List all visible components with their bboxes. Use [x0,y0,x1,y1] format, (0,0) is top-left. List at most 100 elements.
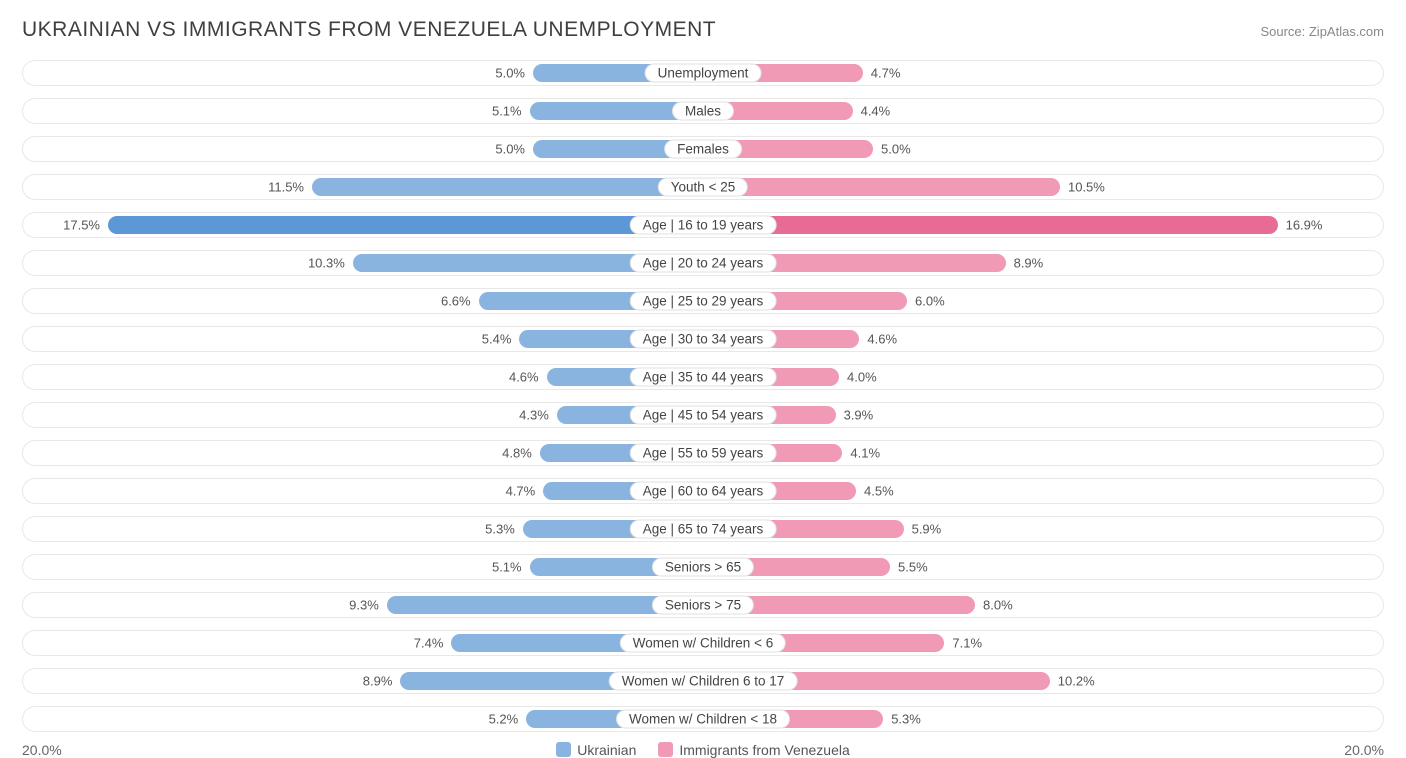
track-left: 6.6% [22,288,703,314]
track-left: 5.1% [22,554,703,580]
value-right: 3.9% [844,408,874,423]
category-label: Age | 55 to 59 years [630,444,777,463]
track-right: 8.0% [703,592,1384,618]
category-label: Males [672,102,734,121]
track-right: 4.6% [703,326,1384,352]
value-right: 4.6% [867,332,897,347]
category-label: Seniors > 75 [652,596,754,615]
value-left: 8.9% [363,674,393,689]
value-left: 9.3% [349,598,379,613]
bar-left [108,216,703,234]
chart-row: 6.6% 6.0% Age | 25 to 29 years [22,284,1384,318]
track-left: 4.7% [22,478,703,504]
value-right: 5.0% [881,142,911,157]
category-label: Women w/ Children < 6 [620,634,786,653]
value-right: 16.9% [1286,218,1323,233]
track-right: 6.0% [703,288,1384,314]
value-right: 6.0% [915,294,945,309]
track-right: 5.3% [703,706,1384,732]
chart-row: 11.5%10.5%Youth < 25 [22,170,1384,204]
chart-row: 4.3% 3.9% Age | 45 to 54 years [22,398,1384,432]
value-right: 4.0% [847,370,877,385]
legend: Ukrainian Immigrants from Venezuela [556,742,850,758]
category-label: Women w/ Children 6 to 17 [609,672,798,691]
value-left: 5.1% [492,104,522,119]
bar-right [703,178,1060,196]
value-right: 4.5% [864,484,894,499]
category-label: Age | 65 to 74 years [630,520,777,539]
value-left: 4.8% [502,446,532,461]
chart-source: Source: ZipAtlas.com [1260,24,1384,39]
value-right: 8.0% [983,598,1013,613]
legend-swatch-right [658,742,673,757]
track-right: 4.4% [703,98,1384,124]
chart-row: 17.5% 16.9% Age | 16 to 19 years [22,208,1384,242]
value-right: 5.3% [891,712,921,727]
category-label: Age | 60 to 64 years [630,482,777,501]
track-left: 9.3% [22,592,703,618]
value-right: 10.5% [1068,180,1105,195]
value-left: 4.3% [519,408,549,423]
track-right: 4.7% [703,60,1384,86]
track-right: 5.9% [703,516,1384,542]
value-right: 4.1% [850,446,880,461]
track-right: 5.0% [703,136,1384,162]
track-left: 4.8% [22,440,703,466]
category-label: Women w/ Children < 18 [616,710,790,729]
chart-row: 4.7% 4.5% Age | 60 to 64 years [22,474,1384,508]
track-left: 11.5% [22,174,703,200]
value-right: 8.9% [1014,256,1044,271]
axis-left-max: 20.0% [22,742,62,758]
chart-row: 4.6% 4.0% Age | 35 to 44 years [22,360,1384,394]
category-label: Age | 25 to 29 years [630,292,777,311]
track-left: 5.2% [22,706,703,732]
category-label: Age | 35 to 44 years [630,368,777,387]
category-label: Age | 16 to 19 years [630,216,777,235]
value-right: 7.1% [952,636,982,651]
track-right: 8.9% [703,250,1384,276]
chart-row: 5.3% 5.9% Age | 65 to 74 years [22,512,1384,546]
bar-left [312,178,703,196]
value-right: 5.9% [912,522,942,537]
legend-label-right: Immigrants from Venezuela [679,742,849,758]
category-label: Unemployment [645,64,762,83]
track-right: 4.1% [703,440,1384,466]
track-left: 5.3% [22,516,703,542]
track-right: 4.0% [703,364,1384,390]
value-left: 10.3% [308,256,345,271]
chart-row: 5.2% 5.3% Women w/ Children < 18 [22,702,1384,736]
legend-swatch-left [556,742,571,757]
chart-title: UKRAINIAN VS IMMIGRANTS FROM VENEZUELA U… [22,18,716,42]
category-label: Age | 45 to 54 years [630,406,777,425]
track-left: 17.5% [22,212,703,238]
value-left: 11.5% [268,180,304,195]
value-left: 7.4% [414,636,444,651]
legend-item-right: Immigrants from Venezuela [658,742,849,758]
legend-item-left: Ukrainian [556,742,636,758]
track-right: 16.9% [703,212,1384,238]
value-right: 4.4% [861,104,891,119]
legend-label-left: Ukrainian [577,742,636,758]
axis-right-max: 20.0% [1344,742,1384,758]
value-left: 17.5% [63,218,100,233]
chart-row: 5.0% 5.0% Females [22,132,1384,166]
chart-row: 5.0%4.7%Unemployment [22,56,1384,90]
value-left: 5.0% [495,142,525,157]
value-right: 5.5% [898,560,928,575]
track-right: 10.5% [703,174,1384,200]
chart-row: 7.4% 7.1% Women w/ Children < 6 [22,626,1384,660]
track-right: 7.1% [703,630,1384,656]
chart-row: 9.3% 8.0% Seniors > 75 [22,588,1384,622]
chart-row: 5.4%4.6%Age | 30 to 34 years [22,322,1384,356]
track-right: 4.5% [703,478,1384,504]
track-left: 5.1% [22,98,703,124]
category-label: Seniors > 65 [652,558,754,577]
track-left: 5.0% [22,136,703,162]
diverging-bar-chart: 5.0%4.7%Unemployment5.1%4.4%Males5.0%5.0… [22,56,1384,736]
chart-row: 5.1% 5.5% Seniors > 65 [22,550,1384,584]
category-label: Females [664,140,742,159]
track-left: 4.6% [22,364,703,390]
value-left: 5.2% [489,712,519,727]
track-left: 8.9% [22,668,703,694]
track-left: 10.3% [22,250,703,276]
